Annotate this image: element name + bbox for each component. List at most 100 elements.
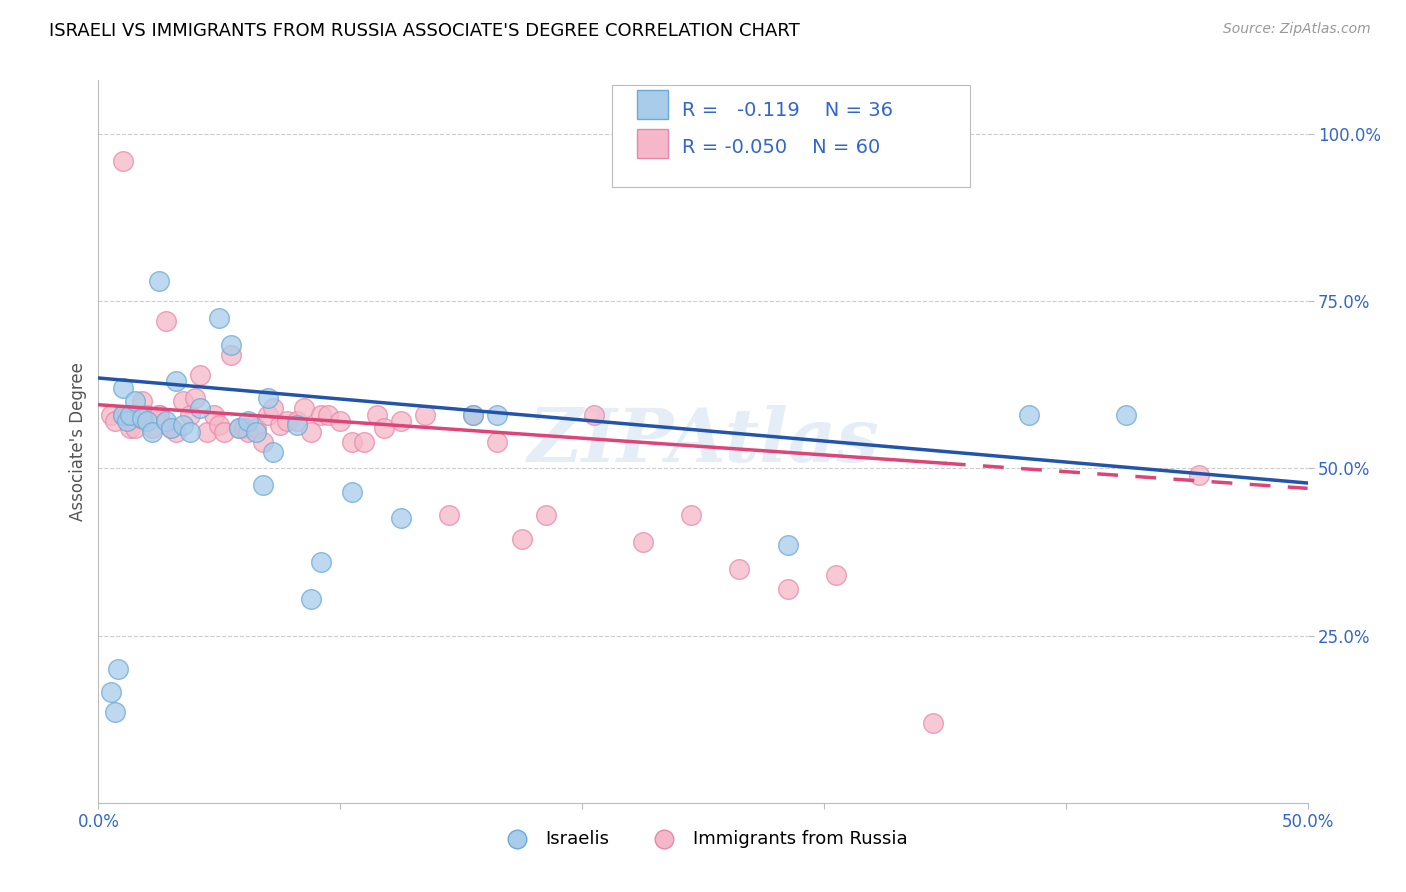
Point <box>124 408 146 422</box>
Point <box>252 478 274 492</box>
Point <box>208 310 231 325</box>
Point <box>107 662 129 676</box>
Point <box>155 314 177 328</box>
Point <box>100 408 122 422</box>
Point <box>124 394 146 409</box>
Point <box>413 408 436 422</box>
Point <box>111 408 134 422</box>
Point <box>232 421 254 435</box>
Point <box>165 375 187 389</box>
Point <box>1115 408 1137 422</box>
Point <box>100 685 122 699</box>
Text: R =   -0.119    N = 36: R = -0.119 N = 36 <box>682 101 893 120</box>
Point <box>141 421 163 435</box>
Point <box>366 408 388 422</box>
Point <box>117 414 139 429</box>
Point <box>131 394 153 409</box>
Point <box>172 394 194 409</box>
Point <box>252 434 274 449</box>
Text: Source: ZipAtlas.com: Source: ZipAtlas.com <box>1223 22 1371 37</box>
Point <box>463 408 485 422</box>
Point <box>437 508 460 523</box>
Point <box>309 408 332 422</box>
Point <box>188 368 211 382</box>
Point <box>148 408 170 422</box>
Point <box>309 555 332 569</box>
Point <box>825 568 848 582</box>
Point <box>299 425 322 439</box>
Point <box>104 414 127 429</box>
Point <box>285 417 308 432</box>
Point <box>117 408 139 422</box>
Point <box>188 401 211 416</box>
Point <box>111 381 134 395</box>
Text: ZIPAtlas: ZIPAtlas <box>527 405 879 478</box>
Point <box>299 591 322 606</box>
Point <box>631 534 654 549</box>
Point <box>776 582 799 596</box>
Point <box>124 421 146 435</box>
Y-axis label: Associate's Degree: Associate's Degree <box>69 362 87 521</box>
Point <box>184 391 207 405</box>
Point <box>342 434 364 449</box>
Point <box>353 434 375 449</box>
Point <box>179 425 201 439</box>
Point <box>118 421 141 435</box>
Point <box>131 411 153 425</box>
Point <box>583 408 606 422</box>
Point <box>342 484 364 499</box>
Point <box>160 421 183 435</box>
Point <box>204 408 226 422</box>
Point <box>262 401 284 416</box>
Text: ISRAELI VS IMMIGRANTS FROM RUSSIA ASSOCIATE'S DEGREE CORRELATION CHART: ISRAELI VS IMMIGRANTS FROM RUSSIA ASSOCI… <box>49 22 800 40</box>
Point <box>245 421 267 435</box>
Point <box>389 511 412 525</box>
Point <box>534 508 557 523</box>
Point <box>111 408 134 422</box>
Point <box>245 425 267 439</box>
Point <box>128 411 150 425</box>
Point <box>510 532 533 546</box>
Point <box>373 421 395 435</box>
Point <box>104 706 127 720</box>
Point <box>486 408 509 422</box>
Point <box>256 408 278 422</box>
Point <box>1188 467 1211 482</box>
Point <box>776 538 799 552</box>
Point <box>118 408 141 422</box>
Point <box>148 408 170 422</box>
Legend: Israelis, Immigrants from Russia: Israelis, Immigrants from Russia <box>492 822 914 855</box>
Point <box>921 715 943 730</box>
Point <box>285 414 308 429</box>
Point <box>679 508 702 523</box>
Point <box>212 425 235 439</box>
Point <box>316 408 339 422</box>
Point <box>141 425 163 439</box>
Point <box>728 562 751 576</box>
Point <box>160 421 183 435</box>
Point <box>135 414 157 429</box>
Point <box>221 337 243 351</box>
Point <box>179 408 201 422</box>
Point <box>148 274 170 288</box>
Point <box>276 414 298 429</box>
Point <box>165 425 187 439</box>
Point <box>195 425 218 439</box>
Point <box>486 434 509 449</box>
Point <box>221 348 243 362</box>
Point <box>228 421 250 435</box>
Point <box>208 417 231 432</box>
Point <box>256 391 278 405</box>
Point <box>1018 408 1040 422</box>
Point <box>111 153 134 168</box>
Point <box>329 414 352 429</box>
Text: R = -0.050    N = 60: R = -0.050 N = 60 <box>682 138 880 157</box>
Point <box>463 408 485 422</box>
Point <box>238 425 260 439</box>
Point <box>155 414 177 429</box>
Point <box>292 401 315 416</box>
Point <box>238 414 260 429</box>
Point <box>172 417 194 432</box>
Point <box>262 444 284 458</box>
Point <box>228 421 250 435</box>
